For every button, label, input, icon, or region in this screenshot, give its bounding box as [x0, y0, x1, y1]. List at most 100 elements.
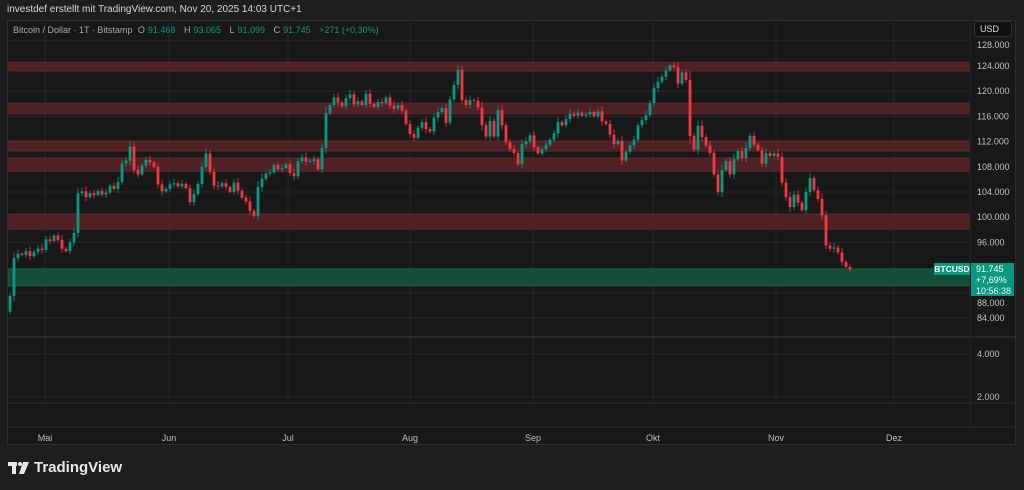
candle: [28, 246, 32, 261]
candle-body: [636, 125, 640, 140]
candle-body: [296, 161, 300, 177]
candle-body: [20, 253, 24, 255]
candle-body: [360, 101, 364, 106]
candle-body: [520, 144, 524, 165]
candle: [44, 236, 48, 253]
candle-body: [268, 172, 272, 174]
candle-body: [400, 105, 404, 111]
candle: [148, 155, 152, 166]
candle-body: [844, 261, 848, 267]
candle-body: [224, 183, 228, 187]
candle: [192, 189, 196, 206]
candle: [532, 130, 536, 152]
candle: [760, 146, 764, 167]
candle-body: [216, 185, 220, 187]
candle: [664, 66, 668, 81]
candle-body: [752, 135, 756, 145]
candle: [104, 188, 108, 198]
candle-body: [196, 183, 200, 194]
candle-body: [788, 197, 792, 208]
candle: [796, 190, 800, 207]
candle: [556, 116, 560, 138]
last-price-label[interactable]: [971, 263, 1014, 296]
resistance-zone[interactable]: [8, 102, 970, 115]
candle-body: [172, 183, 176, 185]
resistance-zone[interactable]: [8, 157, 970, 172]
candle-body: [248, 201, 252, 211]
candle-body: [732, 159, 736, 175]
candle-body: [356, 101, 360, 105]
candle-body: [28, 251, 32, 257]
candle: [636, 122, 640, 143]
candle: [124, 157, 128, 167]
candle-body: [92, 193, 96, 196]
candle: [324, 106, 328, 154]
candle: [476, 96, 480, 111]
candle-body: [68, 242, 72, 252]
candle-body: [192, 193, 196, 203]
candle-body: [796, 194, 800, 203]
candle: [748, 132, 752, 151]
candle: [208, 150, 212, 175]
price-axis-label: 112.000: [977, 137, 1009, 147]
candle-body: [820, 198, 824, 216]
candle-body: [240, 190, 244, 198]
candle: [52, 233, 56, 243]
candle: [628, 142, 632, 155]
candle: [612, 129, 616, 149]
candle-body: [204, 153, 208, 167]
candle-body: [576, 112, 580, 116]
tradingview-logo-icon: [8, 461, 29, 474]
candle: [224, 179, 228, 191]
last-price-value: 91.745: [976, 264, 1004, 274]
price-axis-label: 108.000: [977, 162, 1010, 172]
candle: [168, 180, 172, 192]
candle: [828, 242, 832, 252]
candle-body: [612, 134, 616, 145]
candle: [332, 93, 336, 108]
candle-body: [140, 165, 144, 175]
candle: [692, 132, 696, 153]
candle: [648, 100, 652, 118]
candle: [432, 113, 436, 136]
candle: [288, 160, 292, 177]
ohlc-low: L 91.099: [229, 25, 266, 35]
candle: [252, 208, 256, 218]
candle-body: [380, 101, 384, 104]
candle: [264, 171, 268, 181]
currency-button[interactable]: USD: [974, 21, 1012, 37]
candle-body: [588, 111, 592, 115]
candle: [620, 135, 624, 165]
candle: [844, 260, 848, 269]
candle-body: [288, 164, 292, 174]
time-axis-label: Sep: [525, 433, 541, 443]
resistance-zone[interactable]: [8, 213, 970, 230]
candle-body: [388, 97, 392, 106]
candle: [156, 162, 160, 189]
tradingview-logo[interactable]: TradingView: [8, 459, 122, 476]
candle: [840, 248, 844, 266]
candle-body: [348, 94, 352, 99]
candle: [400, 101, 404, 115]
candle: [468, 95, 472, 109]
candle: [380, 97, 384, 107]
candle: [596, 108, 600, 120]
symbol-tag-text: BTCUSD: [934, 264, 969, 274]
candle-body: [72, 232, 76, 243]
candle-body: [188, 188, 192, 203]
candle: [808, 173, 812, 197]
candle-body: [780, 156, 784, 183]
candle: [72, 227, 76, 247]
candle-body: [660, 76, 664, 82]
resistance-zone[interactable]: [8, 140, 970, 152]
candle: [328, 102, 332, 116]
price-axis-label: 120.000: [977, 86, 1010, 96]
candle: [40, 244, 44, 254]
candle: [240, 188, 244, 200]
candle-body: [716, 174, 720, 192]
candle-body: [508, 142, 512, 150]
support-zone[interactable]: [8, 268, 970, 287]
candle: [256, 181, 260, 221]
resistance-zone[interactable]: [8, 61, 970, 72]
